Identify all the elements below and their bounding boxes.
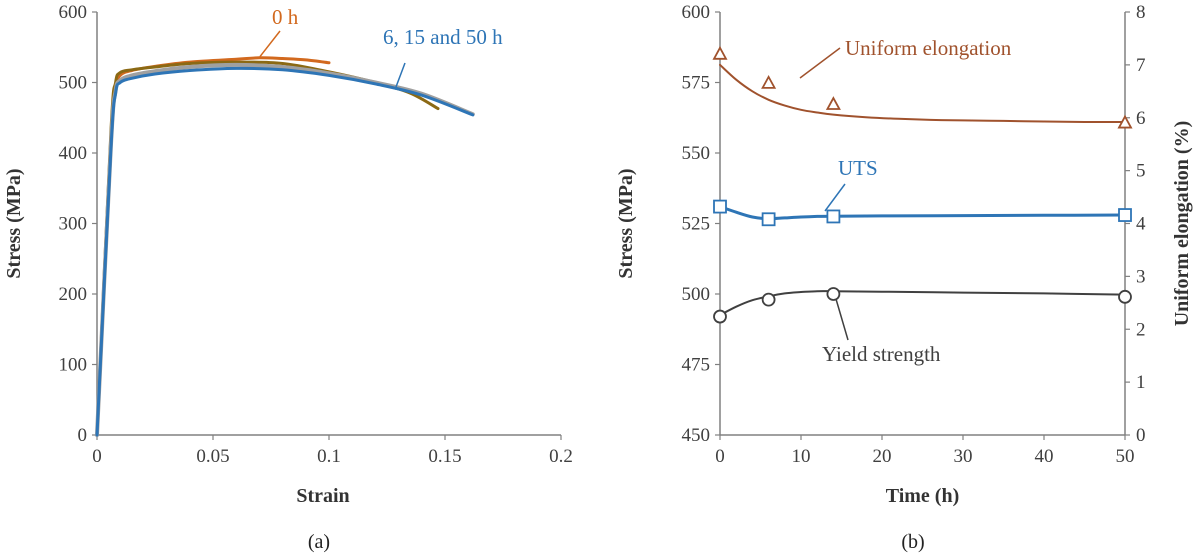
x-tick-label: 0.1 <box>317 446 341 467</box>
x-tick-label: 40 <box>1035 446 1054 467</box>
triangle-marker <box>1117 114 1133 129</box>
y2-tick-label: 5 <box>1136 161 1146 182</box>
square-marker <box>761 212 776 227</box>
stress-strain-curve <box>95 62 475 437</box>
y-tick-label: 200 <box>59 284 88 305</box>
y2-tick-label: 8 <box>1136 2 1146 23</box>
x-tick-label: 0 <box>92 446 102 467</box>
label-uniform-elongation-leader <box>799 47 841 79</box>
y-axis-title: Stress (MPa) <box>3 168 25 278</box>
x-tick-label: 0.15 <box>428 446 461 467</box>
y-tick-label: 100 <box>59 355 88 376</box>
x-tick-label: 10 <box>792 446 811 467</box>
y-tick-label: 600 <box>682 2 711 23</box>
y2-tick-label: 0 <box>1136 425 1146 446</box>
square-marker <box>713 199 727 214</box>
stress-strain-curve <box>95 60 440 437</box>
annotation-0h-leader <box>259 30 281 57</box>
panel-a-stress-strain: 0 100 200 300 400 500 600 0 0.05 0.1 0.15 0.2 Strain… <box>3 2 573 553</box>
annotation-6-15-50h-leader <box>394 62 406 90</box>
circle-marker <box>761 292 776 307</box>
y-tick-label: 400 <box>59 143 88 164</box>
y-tick-label: 500 <box>682 284 711 305</box>
triangle-marker <box>761 75 777 89</box>
label-yield-strength: Yield strength <box>822 342 941 366</box>
square-marker <box>1118 208 1132 222</box>
y-tick-label: 0 <box>78 425 88 446</box>
x-tick-label: 20 <box>873 446 892 467</box>
y2-tick-label: 7 <box>1136 55 1146 76</box>
y-tick-label: 450 <box>682 425 711 446</box>
y2-tick-label: 6 <box>1136 108 1146 129</box>
annotation-6-15-50h: 6, 15 and 50 h <box>383 25 503 49</box>
y-tick-label: 550 <box>682 143 711 164</box>
y-tick-label: 300 <box>59 214 88 235</box>
triangle-marker <box>712 45 728 60</box>
y2-tick-label: 4 <box>1136 214 1146 235</box>
label-yield-strength-leader <box>835 298 849 341</box>
panel-label-b: (b) <box>901 531 924 553</box>
series-line <box>719 290 1126 317</box>
square-marker <box>826 209 841 224</box>
triangle-marker <box>825 96 841 110</box>
circle-marker <box>713 309 727 324</box>
y2-tick-label: 3 <box>1136 266 1146 287</box>
y-tick-label: 525 <box>682 214 711 235</box>
y2-tick-label: 1 <box>1136 372 1146 393</box>
y-tick-label: 600 <box>59 2 88 23</box>
y2-tick-label: 2 <box>1136 319 1146 340</box>
label-uts: UTS <box>838 156 878 180</box>
x-axis-title: Strain <box>296 485 349 507</box>
panel-b-properties-vs-time: 450 475 500 525 550 575 600 0 1 2 3 4 5 6 7 8 0 10 20 30 40 5… <box>615 2 1193 553</box>
series-line <box>719 63 1126 124</box>
y-tick-label: 500 <box>59 73 88 94</box>
y-axis-title: Stress (MPa) <box>615 168 637 278</box>
circle-marker <box>826 287 841 301</box>
x-tick-label: 50 <box>1116 446 1135 467</box>
x-tick-label: 30 <box>954 446 973 467</box>
label-uts-leader <box>824 183 846 212</box>
y-tick-label: 575 <box>682 73 711 94</box>
annotation-0h: 0 h <box>272 5 299 29</box>
x-tick-label: 0.2 <box>549 446 573 467</box>
x-tick-label: 0.05 <box>196 446 229 467</box>
x-axis-title: Time (h) <box>886 485 960 507</box>
label-uniform-elongation: Uniform elongation <box>845 36 1012 60</box>
series-line <box>718 205 1127 221</box>
y2-axis-title: Uniform elongation (%) <box>1171 121 1193 327</box>
circle-marker <box>1118 289 1132 304</box>
panel-label-a: (a) <box>308 531 330 553</box>
y-tick-label: 475 <box>682 355 711 376</box>
stress-strain-curve <box>95 56 331 437</box>
stress-strain-curve <box>95 66 475 437</box>
x-tick-label: 0 <box>715 446 725 467</box>
